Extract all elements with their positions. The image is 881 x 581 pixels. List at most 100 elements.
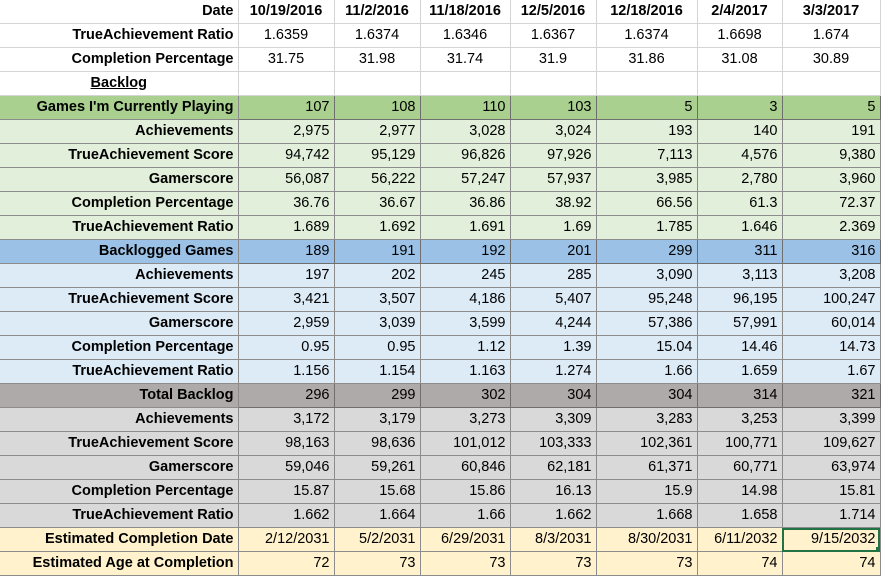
value-cell[interactable]: 61.3 (697, 191, 783, 216)
value-cell[interactable]: 191 (334, 239, 421, 264)
value-cell[interactable]: 74 (782, 551, 881, 576)
value-cell[interactable]: 3,253 (697, 407, 783, 432)
value-cell[interactable]: 285 (510, 263, 597, 288)
value-cell[interactable]: 57,386 (596, 311, 698, 336)
value-cell[interactable]: 15.87 (238, 479, 335, 504)
value-cell[interactable]: 304 (510, 383, 597, 408)
value-cell[interactable]: 95,129 (334, 143, 421, 168)
value-cell[interactable]: 3,985 (596, 167, 698, 192)
value-cell[interactable]: 1.66 (596, 359, 698, 384)
value-cell[interactable]: 2/12/2031 (238, 527, 335, 552)
value-cell[interactable]: 31.08 (697, 47, 783, 72)
row-label-cell[interactable]: TrueAchievement Score (0, 431, 239, 456)
value-cell[interactable]: 1.6374 (596, 23, 698, 48)
value-cell[interactable]: 1.692 (334, 215, 421, 240)
value-cell[interactable]: 2.369 (782, 215, 881, 240)
value-cell[interactable]: 36.67 (334, 191, 421, 216)
value-cell[interactable]: 193 (596, 119, 698, 144)
value-cell[interactable]: 3,309 (510, 407, 597, 432)
value-cell[interactable]: 2,780 (697, 167, 783, 192)
value-cell[interactable]: 60,014 (782, 311, 881, 336)
value-cell[interactable]: 1.714 (782, 503, 881, 528)
value-cell[interactable]: 30.89 (782, 47, 881, 72)
value-cell[interactable]: 6/29/2031 (420, 527, 511, 552)
value-cell[interactable]: 1.6374 (334, 23, 421, 48)
value-cell[interactable] (596, 71, 698, 96)
row-label-cell[interactable]: Gamerscore (0, 455, 239, 480)
value-cell[interactable]: 31.74 (420, 47, 511, 72)
value-cell[interactable]: 1.659 (697, 359, 783, 384)
value-cell[interactable]: 100,771 (697, 431, 783, 456)
value-cell[interactable]: 15.9 (596, 479, 698, 504)
value-cell[interactable]: 1.664 (334, 503, 421, 528)
row-label-cell[interactable]: TrueAchievement Ratio (0, 215, 239, 240)
row-label-cell[interactable]: Completion Percentage (0, 335, 239, 360)
row-label-cell[interactable]: TrueAchievement Ratio (0, 23, 239, 48)
value-cell[interactable]: 10/19/2016 (238, 0, 335, 24)
value-cell[interactable]: 1.6367 (510, 23, 597, 48)
value-cell[interactable]: 31.75 (238, 47, 335, 72)
value-cell[interactable]: 11/18/2016 (420, 0, 511, 24)
value-cell[interactable]: 73 (420, 551, 511, 576)
value-cell[interactable]: 96,826 (420, 143, 511, 168)
value-cell[interactable]: 3,090 (596, 263, 698, 288)
value-cell[interactable]: 1.658 (697, 503, 783, 528)
value-cell[interactable]: 321 (782, 383, 881, 408)
value-cell[interactable]: 15.81 (782, 479, 881, 504)
row-label-cell[interactable]: Backlogged Games (0, 239, 239, 264)
value-cell[interactable]: 103 (510, 95, 597, 120)
row-label-cell[interactable]: Completion Percentage (0, 479, 239, 504)
value-cell[interactable]: 2/4/2017 (697, 0, 783, 24)
row-label-cell[interactable]: Achievements (0, 263, 239, 288)
value-cell[interactable]: 1.66 (420, 503, 511, 528)
value-cell[interactable]: 59,261 (334, 455, 421, 480)
value-cell[interactable]: 9,380 (782, 143, 881, 168)
value-cell[interactable]: 74 (697, 551, 783, 576)
value-cell[interactable]: 5,407 (510, 287, 597, 312)
row-label-cell[interactable]: Total Backlog (0, 383, 239, 408)
value-cell[interactable]: 304 (596, 383, 698, 408)
value-cell[interactable]: 3,599 (420, 311, 511, 336)
value-cell[interactable] (238, 71, 335, 96)
value-cell[interactable]: 56,222 (334, 167, 421, 192)
value-cell[interactable]: 15.86 (420, 479, 511, 504)
value-cell[interactable]: 5/2/2031 (334, 527, 421, 552)
value-cell[interactable]: 31.98 (334, 47, 421, 72)
row-label-cell[interactable]: Estimated Completion Date (0, 527, 239, 552)
value-cell[interactable]: 1.12 (420, 335, 511, 360)
value-cell[interactable]: 31.86 (596, 47, 698, 72)
value-cell[interactable]: 73 (510, 551, 597, 576)
value-cell[interactable]: 1.6346 (420, 23, 511, 48)
value-cell[interactable]: 66.56 (596, 191, 698, 216)
value-cell[interactable]: 1.668 (596, 503, 698, 528)
value-cell[interactable]: 36.86 (420, 191, 511, 216)
selected-cell[interactable]: 9/15/2032 (782, 527, 881, 552)
value-cell[interactable]: 3,113 (697, 263, 783, 288)
value-cell[interactable]: 8/3/2031 (510, 527, 597, 552)
value-cell[interactable]: 73 (596, 551, 698, 576)
value-cell[interactable]: 316 (782, 239, 881, 264)
value-cell[interactable]: 60,846 (420, 455, 511, 480)
value-cell[interactable]: 2,959 (238, 311, 335, 336)
value-cell[interactable]: 245 (420, 263, 511, 288)
value-cell[interactable]: 3/3/2017 (782, 0, 881, 24)
value-cell[interactable]: 3,960 (782, 167, 881, 192)
row-label-cell[interactable]: Achievements (0, 407, 239, 432)
value-cell[interactable]: 1.691 (420, 215, 511, 240)
value-cell[interactable]: 296 (238, 383, 335, 408)
value-cell[interactable]: 7,113 (596, 143, 698, 168)
value-cell[interactable]: 110 (420, 95, 511, 120)
value-cell[interactable]: 1.689 (238, 215, 335, 240)
value-cell[interactable]: 98,163 (238, 431, 335, 456)
value-cell[interactable]: 1.69 (510, 215, 597, 240)
value-cell[interactable]: 101,012 (420, 431, 511, 456)
value-cell[interactable]: 4,186 (420, 287, 511, 312)
value-cell[interactable]: 73 (334, 551, 421, 576)
value-cell[interactable]: 192 (420, 239, 511, 264)
value-cell[interactable]: 14.73 (782, 335, 881, 360)
value-cell[interactable]: 38.92 (510, 191, 597, 216)
value-cell[interactable]: 59,046 (238, 455, 335, 480)
row-label-cell[interactable]: Games I'm Currently Playing (0, 95, 239, 120)
value-cell[interactable]: 201 (510, 239, 597, 264)
value-cell[interactable]: 1.646 (697, 215, 783, 240)
